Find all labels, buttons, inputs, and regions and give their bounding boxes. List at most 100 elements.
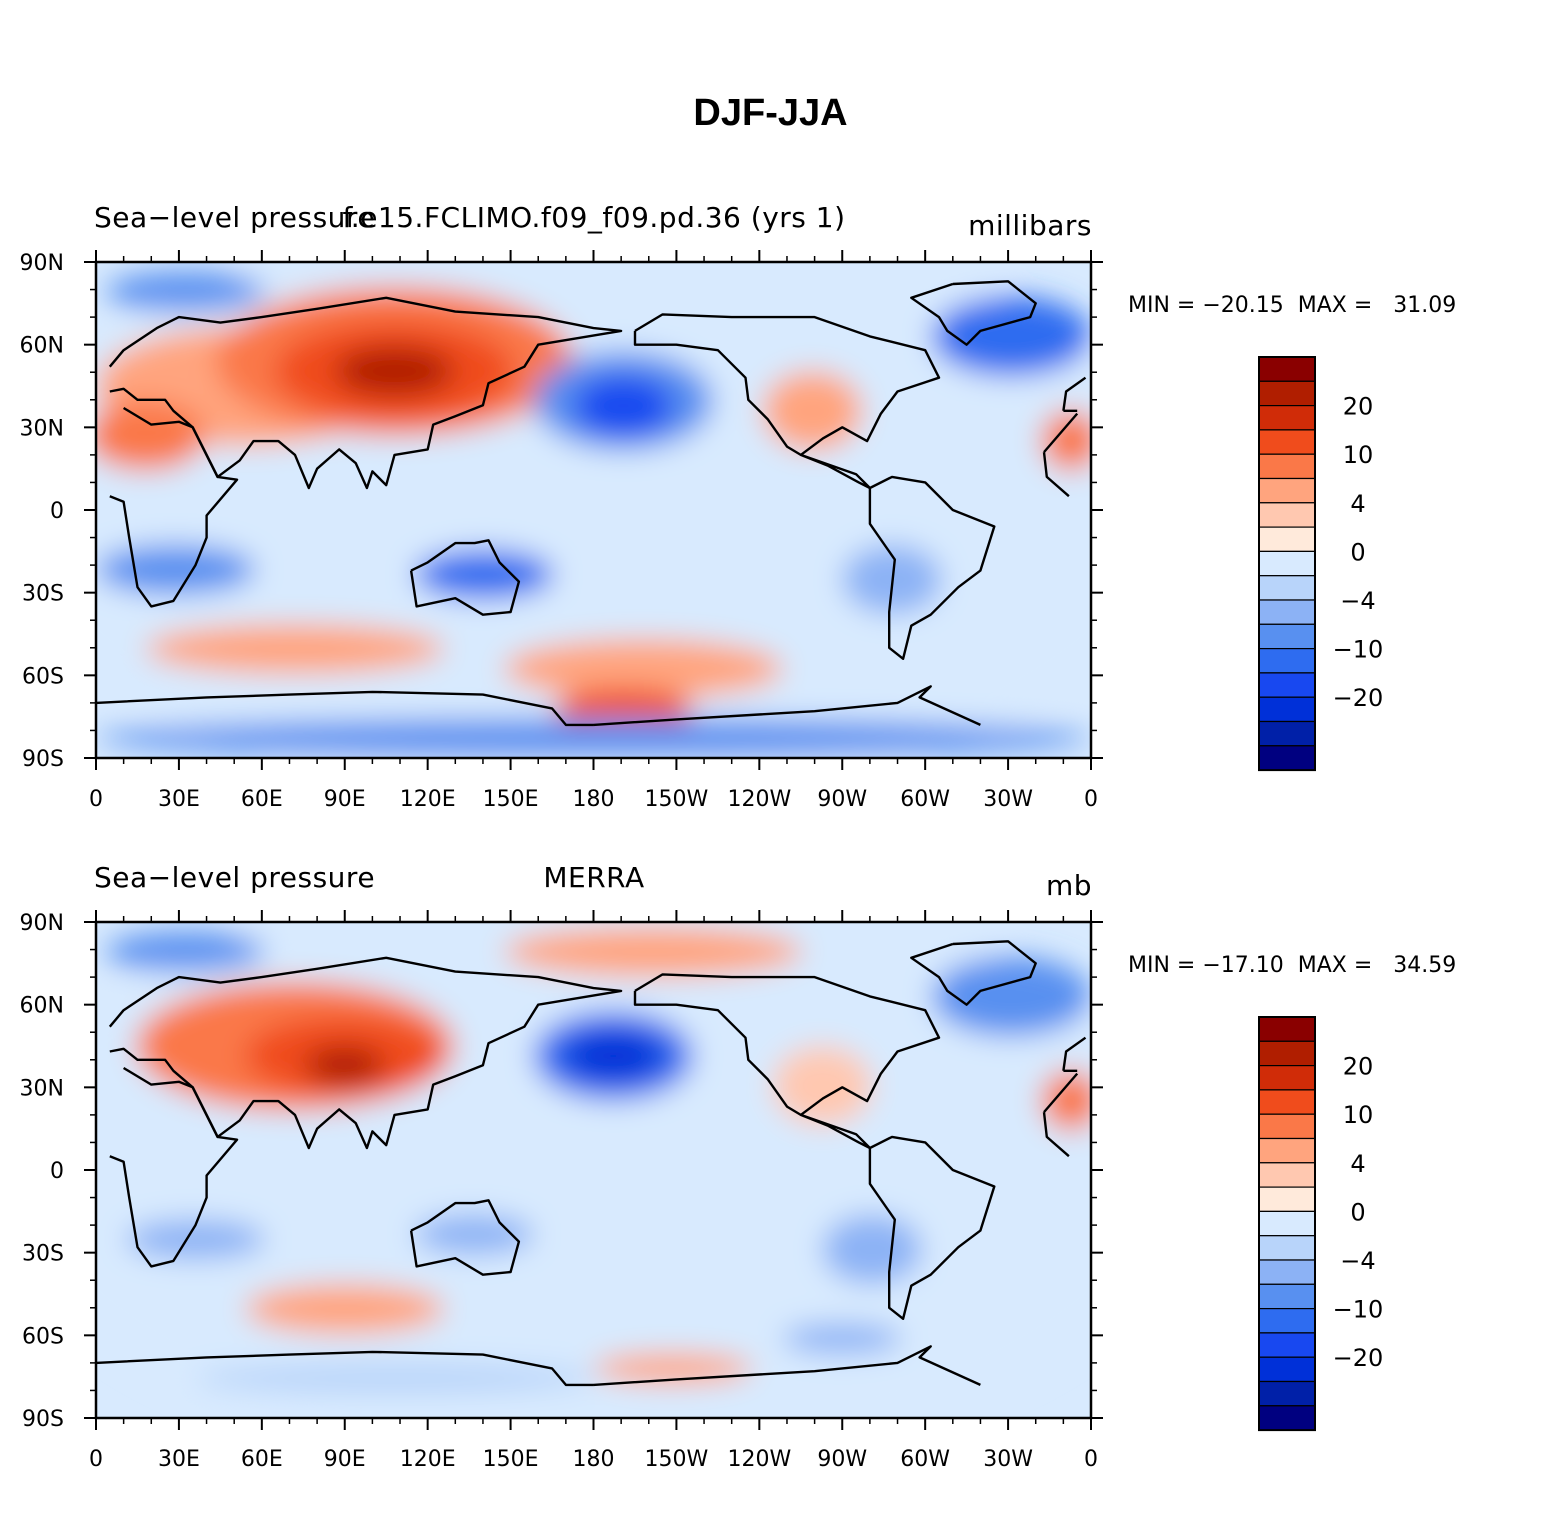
colorbar-label: 0 (1350, 1198, 1365, 1226)
colorbar-label: −10 (1333, 1296, 1384, 1324)
slp-map: 0 30E 60E 90E 120E 150E 180 150W 120W 90W 60W 30W 09… (20, 250, 1103, 812)
coastline (633, 973, 941, 1150)
colorbar-label: −10 (1333, 636, 1384, 664)
colorbar-swatch (1258, 1040, 1316, 1067)
pressure-field (96, 922, 1091, 1418)
map-panel-model: Sea−level pressure f.e15.FCLIMO.f09_f09.… (0, 195, 1541, 835)
coastline (868, 1135, 996, 1320)
min-value: MIN = −17.10 (1128, 953, 1284, 978)
colorbar-swatch (1258, 1186, 1316, 1213)
x-tick-label: 120E (400, 1447, 456, 1472)
colorbar-swatch (1258, 1405, 1316, 1431)
colorbar-label: 20 (1343, 393, 1374, 421)
max-value: MAX = 31.09 (1297, 293, 1457, 318)
field-contour (304, 1046, 385, 1086)
colorbar-swatch (1258, 1380, 1316, 1407)
y-tick-label: 60S (22, 664, 64, 689)
y-tick-label: 0 (50, 1159, 64, 1184)
colorbar-swatch (1258, 1113, 1316, 1140)
x-tick-label: 0 (89, 787, 103, 812)
y-tick-label: 60N (20, 334, 64, 359)
field-contour (145, 624, 445, 674)
x-tick-label: 150W (645, 787, 709, 812)
panel-center-label: f.e15.FCLIMO.f09_f09.pd.36 (yrs 1) (342, 201, 846, 234)
colorbar-swatch (1258, 696, 1316, 723)
coastline (409, 539, 521, 616)
x-tick-label: 150E (483, 1447, 539, 1472)
field-contour (931, 296, 1091, 377)
coastline (108, 296, 1087, 490)
colorbar-label: 0 (1350, 538, 1365, 566)
x-tick-label: 120W (727, 787, 791, 812)
colorbar-frame (1258, 356, 1316, 772)
x-tick-label: 90W (817, 787, 867, 812)
colorbar-label: −20 (1333, 1344, 1384, 1372)
coastline (96, 1345, 981, 1387)
y-tick-label: 90N (20, 911, 64, 936)
field-contour (1041, 1070, 1091, 1131)
colorbar-label: 4 (1350, 1150, 1365, 1178)
colorbar-swatch (1258, 1016, 1316, 1042)
y-tick-label: 90N (20, 251, 64, 276)
y-tick-label: 30S (22, 582, 64, 607)
y-tick-label: 30N (20, 416, 64, 441)
colorbar-label: −20 (1333, 684, 1384, 712)
field-contour (822, 1214, 922, 1285)
y-tick-label: 30S (22, 1242, 64, 1267)
field-contour (593, 1353, 753, 1384)
colorbar-swatch (1258, 1137, 1316, 1164)
colorbar: 20 10 4 0 −4 −10 −20 (1258, 356, 1384, 772)
min-value: MIN = −20.15 (1128, 293, 1284, 318)
x-tick-label: 30W (983, 787, 1033, 812)
coastline (109, 1066, 1079, 1268)
panel-center-label: MERRA (543, 861, 645, 894)
y-tick-label: 60N (20, 994, 64, 1019)
coastlines (96, 940, 1087, 1387)
field-contour (414, 1214, 534, 1255)
field-contour (762, 371, 863, 451)
x-tick-label: 90W (817, 1447, 867, 1472)
x-tick-label: 150E (483, 787, 539, 812)
field-contour (503, 638, 783, 699)
field-contour (245, 1284, 445, 1334)
colorbar-label: 20 (1343, 1053, 1374, 1081)
colorbar-swatch (1258, 502, 1316, 528)
field-contour (195, 1363, 594, 1394)
x-tick-label: 0 (1084, 1447, 1098, 1472)
field-contour (772, 1046, 873, 1126)
panel-units-label: mb (1045, 869, 1092, 902)
colorbar-swatch (1258, 575, 1316, 601)
colorbar-label: 10 (1343, 1101, 1374, 1129)
field-contour (573, 376, 674, 436)
panel-left-label: Sea−level pressure (94, 861, 376, 894)
x-tick-label: 30W (983, 1447, 1033, 1472)
coastline (910, 940, 1037, 1006)
field-contour (782, 1323, 902, 1354)
colorbar-swatch (1258, 1283, 1316, 1310)
colorbar-swatch (1258, 672, 1316, 698)
colorbar-swatch (1258, 1235, 1316, 1261)
min-max-readout: MIN = −17.10 MAX = 34.59 (1128, 953, 1456, 978)
x-tick-label: 180 (573, 1447, 615, 1472)
field-contour (931, 956, 1091, 1037)
field-contour (96, 400, 206, 471)
field-contour (125, 1219, 266, 1260)
x-tick-label: 120E (400, 787, 456, 812)
field-contour (96, 718, 1091, 758)
colorbar-swatch (1258, 550, 1316, 577)
panel-left-label: Sea−level pressure (94, 201, 376, 234)
field-contour (105, 931, 266, 972)
field-contour (414, 549, 554, 600)
colorbar-swatch (1258, 1162, 1316, 1188)
colorbar-swatch (1258, 720, 1316, 747)
coastline (868, 475, 996, 660)
colorbar-swatch (1258, 356, 1316, 382)
pressure-field (96, 262, 1091, 758)
x-tick-label: 90E (324, 1447, 366, 1472)
coastline (109, 406, 1079, 608)
colorbar-swatch (1258, 1259, 1316, 1285)
y-tick-label: 90S (22, 747, 64, 772)
x-tick-label: 0 (89, 1447, 103, 1472)
field-contour (503, 926, 803, 977)
colorbar-swatch (1258, 404, 1316, 431)
